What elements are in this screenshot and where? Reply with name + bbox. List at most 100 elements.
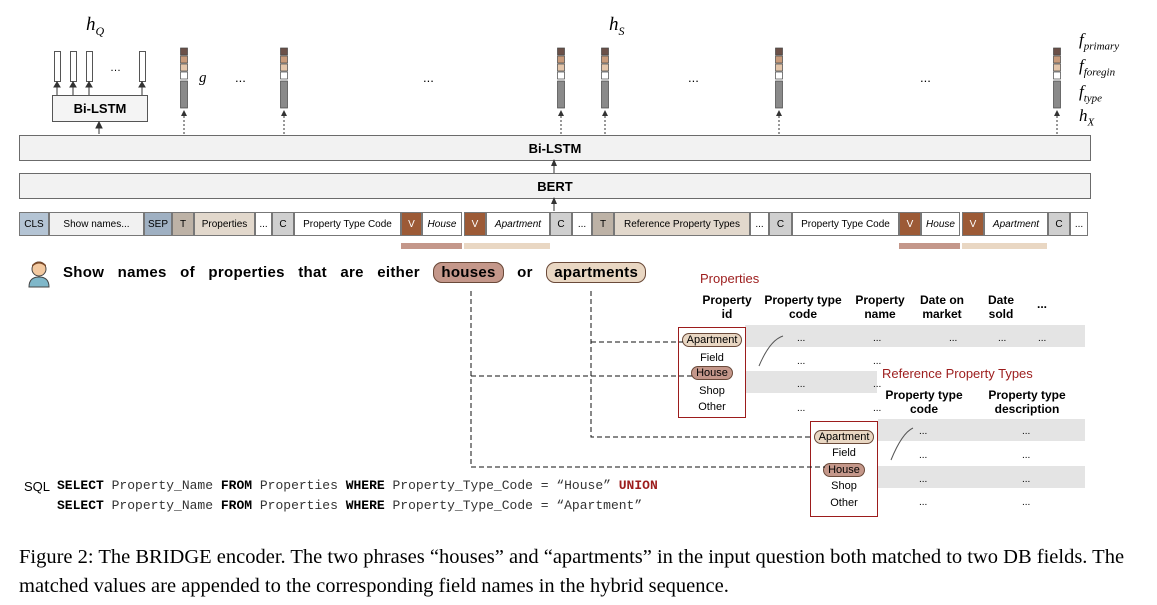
token-cell: Properties (194, 212, 255, 236)
hq-vector (86, 51, 93, 82)
schema-vector (557, 47, 565, 134)
t1-col-header: Property type code (764, 293, 842, 321)
token-cell: V (962, 212, 984, 236)
token-cell: House (422, 212, 462, 236)
popup-value: House (679, 366, 745, 380)
g-label: g (199, 70, 207, 86)
t2-cell: ... (1022, 450, 1031, 461)
top-ellipsis: ... (920, 70, 931, 85)
t2-cell: ... (919, 474, 928, 485)
token-cell: Show names... (49, 212, 144, 236)
t1-cell: ... (873, 379, 882, 390)
t1-col-header: Property name (855, 293, 905, 321)
sql-keyword: FROM (220, 478, 253, 493)
t1-cell: ... (1038, 333, 1047, 344)
token-cell: ... (572, 212, 592, 236)
bilstm-small-label: Bi-LSTM (73, 101, 127, 116)
token-cell: C (272, 212, 294, 236)
t1-row-shade (745, 371, 877, 393)
t2-cell: ... (919, 450, 928, 461)
t1-cell: ... (998, 333, 1007, 344)
sql-keyword: SELECT (57, 498, 104, 513)
hq-vector (139, 51, 146, 82)
popup-value: Other (830, 497, 858, 509)
t1-col-header: Date on market (919, 293, 964, 321)
token-cell: ... (255, 212, 272, 236)
t1-cell: ... (949, 333, 958, 344)
hq-vector (70, 51, 77, 82)
f-type-label: ftype (1079, 82, 1103, 105)
sql-line-1: SELECT Property_Name FROM Properties WHE… (57, 478, 658, 493)
popup-value: Field (700, 352, 724, 364)
apartment-match-bar (962, 243, 1047, 249)
hs-label: hS (609, 14, 625, 38)
f-foreign-label: fforegin (1079, 56, 1116, 79)
sql-keyword: WHERE (345, 498, 385, 513)
top-ellipsis: ... (423, 70, 434, 85)
t1-col-header: Date sold (987, 293, 1014, 321)
sql-label: SQL (24, 479, 51, 494)
schema-vector (280, 47, 288, 134)
token-cell: V (401, 212, 422, 236)
token-cell: ... (750, 212, 769, 236)
t1-cell: ... (873, 356, 882, 367)
schema-vector (180, 47, 188, 134)
popup-value: Other (698, 401, 726, 413)
bilstm-big: Bi-LSTM (19, 135, 1091, 161)
sql-text: Property_Type_Code = “House” (384, 478, 619, 493)
top-arrows-svg (53, 47, 1061, 134)
table1-title: Properties (700, 271, 760, 286)
bar-arrows (551, 159, 557, 211)
token-cell: CLS (19, 212, 49, 236)
value-popup-ref-types: Apartment Field House Shop Other (810, 421, 878, 517)
t1-col-header: ... (1036, 297, 1047, 311)
t1-cell: ... (873, 403, 882, 414)
t2-row-shade (878, 419, 1085, 441)
t2-cell: ... (919, 497, 928, 508)
sql-keyword: FROM (220, 498, 253, 513)
f-primary-label: fprimary (1079, 30, 1120, 53)
token-cell: ... (1070, 212, 1088, 236)
token-cell: T (592, 212, 614, 236)
t2-cell: ... (1022, 474, 1031, 485)
sql-text: Property_Type_Code = “Apartment” (384, 498, 643, 513)
house-match-bar (401, 243, 462, 249)
token-cell: V (464, 212, 486, 236)
t2-col-header: Property type code (885, 388, 963, 416)
table2-title: Reference Property Types (882, 366, 1033, 381)
sql-text: Properties (252, 478, 346, 493)
sql-keyword: SELECT (57, 478, 104, 493)
bilstm-small: Bi-LSTM (52, 95, 148, 122)
token-cell: House (921, 212, 960, 236)
hq-arrows (53, 81, 146, 134)
bilstm-big-label: Bi-LSTM (528, 140, 582, 156)
sql-keyword: WHERE (345, 478, 385, 493)
bert-bar: BERT (19, 173, 1091, 199)
t1-col-header: Property id (702, 293, 752, 321)
figure-caption: Figure 2: The BRIDGE encoder. The two ph… (19, 546, 1125, 597)
sql-text: Property_Name (103, 498, 221, 513)
token-cell: Property Type Code (792, 212, 899, 236)
t1-cell: ... (873, 333, 882, 344)
popup-value: Apartment (679, 333, 745, 347)
t2-cell: ... (1022, 426, 1031, 437)
bert-label: BERT (537, 178, 573, 194)
user-icon (28, 261, 50, 288)
schema-vector (775, 47, 783, 134)
popup-value: Shop (831, 480, 857, 492)
popup-value: House (811, 463, 877, 477)
token-cell: Property Type Code (294, 212, 401, 236)
question: Show names of properties that are either… (63, 262, 647, 283)
top-ellipsis: ... (235, 70, 246, 85)
sql-text: Property_Name (103, 478, 221, 493)
t1-row-shade (745, 325, 1085, 347)
sql-line-2: SELECT Property_Name FROM Properties WHE… (57, 498, 642, 513)
match-houses: houses (433, 262, 504, 283)
match-apartments: apartments (546, 262, 647, 283)
apartment-match-bar (464, 243, 550, 249)
token-cell: SEP (144, 212, 172, 236)
schema-vectors (180, 47, 1061, 134)
t1-cell: ... (797, 333, 806, 344)
token-cell: Reference Property Types (614, 212, 750, 236)
